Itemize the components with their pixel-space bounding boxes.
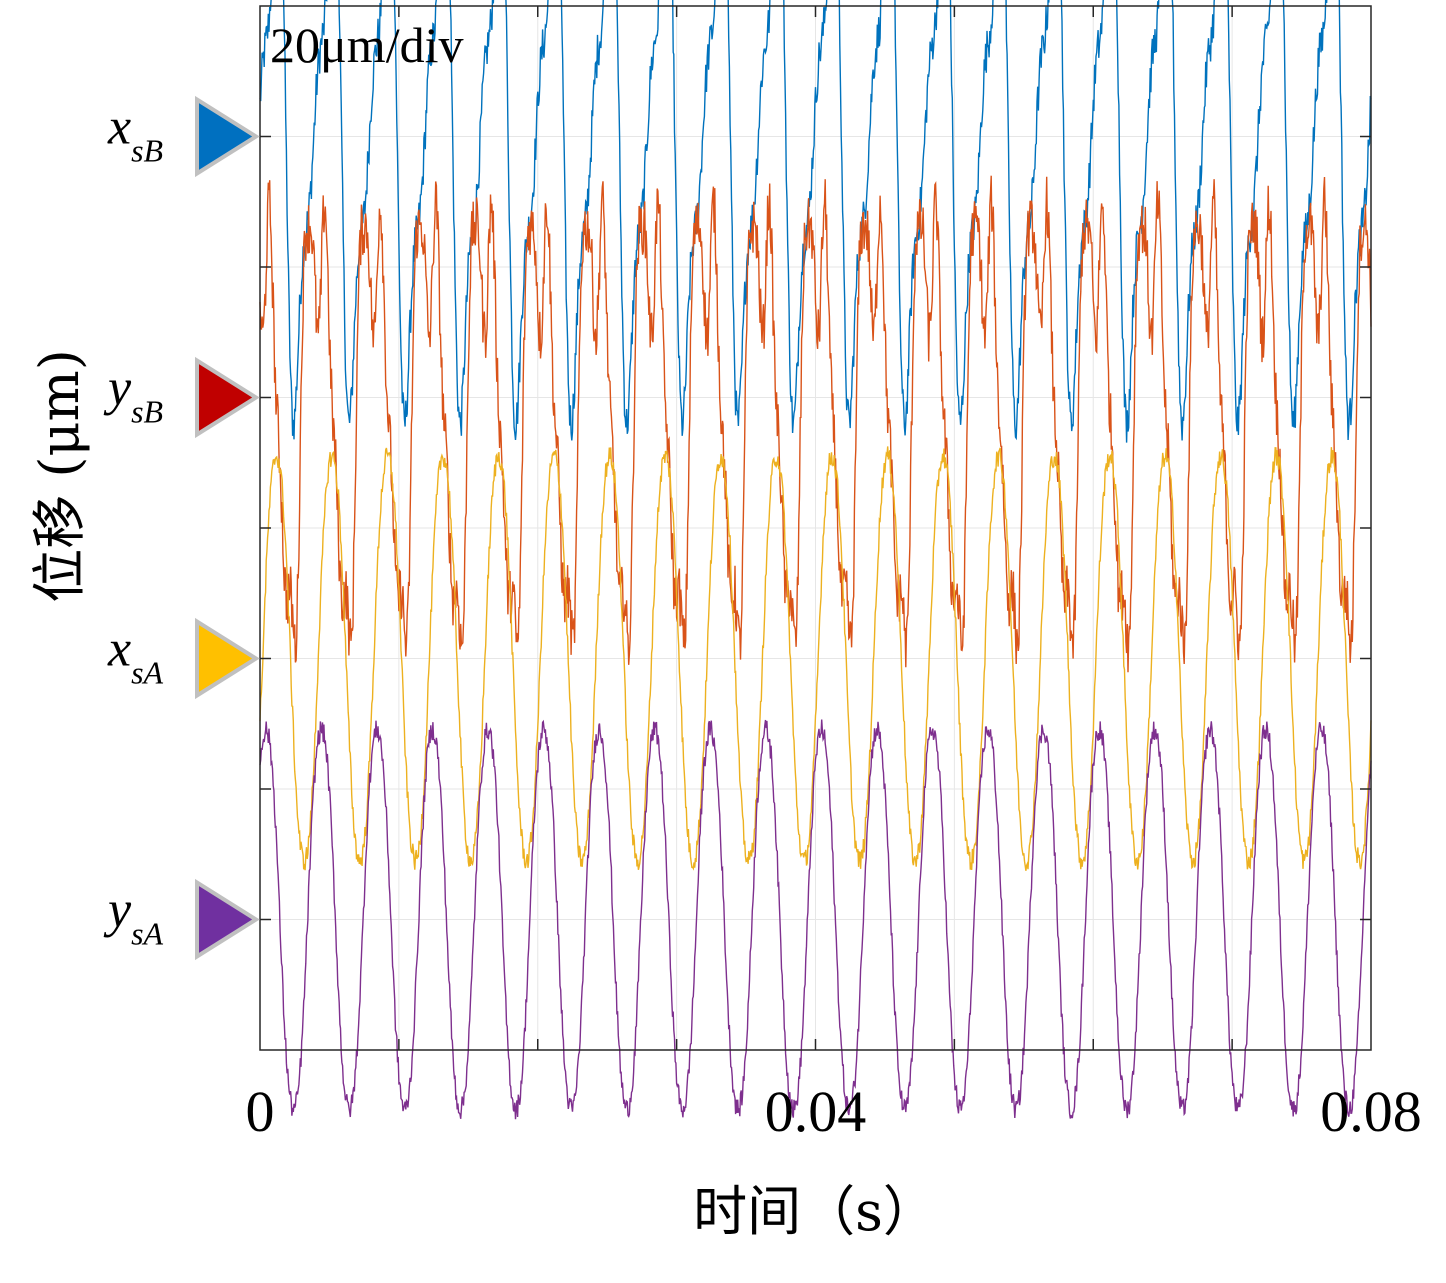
channel-markers <box>195 95 260 961</box>
channel-labels: xsB ysB xsA ysA <box>103 99 164 952</box>
channel-label-x-sB: xsB <box>107 99 163 169</box>
marker-y-sA <box>195 878 260 961</box>
axis-ticks <box>260 6 1371 1050</box>
x-tick-labels: 0 0.04 0.08 <box>246 1079 1422 1144</box>
x-tick-label: 0.08 <box>1320 1079 1422 1144</box>
grid-lines <box>260 6 1371 1050</box>
trace-y-sB <box>259 175 1372 673</box>
trace-x-sA <box>259 446 1372 871</box>
x-axis-title: 时间（s） <box>693 1180 937 1243</box>
signal-traces <box>259 0 1372 1120</box>
x-tick-label: 0 <box>246 1079 275 1144</box>
marker-x-sB <box>195 95 260 178</box>
channel-label-x-sA: xsA <box>107 621 164 691</box>
scale-annotation: 20μm/div <box>270 17 463 73</box>
channel-label-y-sA: ysA <box>103 882 164 952</box>
marker-x-sA <box>195 617 260 700</box>
x-tick-label: 0.04 <box>765 1079 867 1144</box>
y-axis-title: 位移 (μm) <box>28 349 91 603</box>
trace-x-sB <box>259 0 1372 443</box>
channel-label-y-sB: ysB <box>103 360 163 430</box>
trace-y-sA <box>259 719 1372 1120</box>
marker-y-sB <box>195 356 260 439</box>
